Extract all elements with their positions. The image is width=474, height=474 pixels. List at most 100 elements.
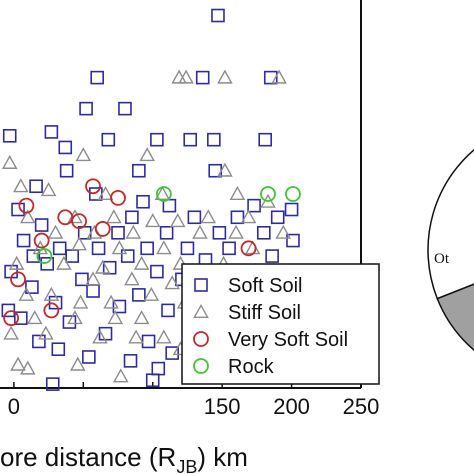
soft-soil-point-64 (62, 315, 77, 329)
stiff-soil-point-60 (92, 329, 108, 344)
soft-soil-point-40 (286, 233, 300, 248)
soft-soil-point-15 (132, 163, 146, 178)
scatter-plot: 0 150 200 250 ore distance (RJB) km (0, 0, 379, 474)
very-soft-soil-point-9 (43, 302, 60, 319)
legend-label-rock: Rock (228, 356, 275, 378)
very-soft-soil-point-2 (18, 197, 35, 214)
soft-soil-point-9 (101, 132, 116, 147)
soft-soil-point-62 (1, 303, 16, 318)
stiff-soil-point-1 (178, 69, 194, 84)
stiff-soil-point-23 (125, 224, 142, 239)
soft-soil-point-2 (195, 70, 210, 85)
soft-soil-point-69 (141, 334, 156, 349)
stiff-soil-point-65 (19, 360, 36, 375)
stiff-soil-point-0 (171, 69, 187, 84)
soft-soil-point-43 (120, 249, 135, 263)
soft-soil-point-25 (187, 210, 202, 225)
pie-slice-label-other: Ot (434, 251, 450, 267)
soft-soil-point-37 (140, 241, 154, 256)
soft-soil-point-7 (44, 125, 59, 139)
very-soft-soil-point-5 (94, 221, 111, 237)
stiff-soil-point-58 (3, 325, 19, 340)
stiff-soil-point-11 (154, 185, 171, 200)
stiff-soil-point-39 (85, 271, 101, 286)
very-soft-soil-point-8 (10, 271, 26, 288)
stiff-soil-point-22 (86, 224, 103, 239)
soft-soil-point-47 (102, 260, 117, 275)
stiff-soil-point-44 (43, 286, 60, 301)
soft-soil-point-13 (258, 132, 272, 147)
soft-soil-point-17 (29, 179, 43, 194)
stiff-soil-point-25 (228, 224, 244, 239)
very-soft-soil-point-1 (110, 189, 126, 206)
soft-soil-point-8 (58, 140, 73, 155)
rock-point-3 (36, 248, 53, 264)
stiff-soil-point-41 (164, 275, 180, 290)
soft-soil-point-45 (265, 249, 279, 263)
stiff-soil-point-19 (200, 209, 217, 224)
stiff-soil-point-10 (97, 185, 114, 200)
soft-soil-point-35 (52, 241, 67, 256)
stiff-soil-point-34 (94, 259, 111, 274)
soft-soil-point-76 (123, 354, 138, 368)
stiff-soil-point-29 (111, 240, 128, 255)
soft-soil-point-32 (212, 226, 227, 240)
very-soft-soil-point-10 (3, 310, 20, 327)
soft-soil-point-51 (75, 272, 89, 287)
soft-soil-point-4 (79, 101, 93, 116)
stiff-soil-point-66 (10, 356, 26, 371)
very-soft-soil-point-0 (85, 178, 101, 195)
very-soft-soil-point-7 (240, 240, 257, 257)
stiff-soil-point-59 (38, 325, 54, 340)
stiff-soil-point-52 (26, 310, 43, 325)
stiff-soil-point-62 (156, 329, 172, 344)
stiff-soil-point-36 (172, 255, 189, 270)
soft-soil-point-22 (284, 202, 299, 217)
stiff-soil-point-6 (1, 154, 18, 169)
legend-label-very-soft-soil: Very Soft Soil (228, 329, 348, 351)
soft-soil-point-11 (183, 132, 198, 147)
soft-soil-point-55 (25, 280, 39, 294)
soft-soil-point-57 (132, 288, 146, 302)
x-tick-label-250: 250 (343, 394, 380, 419)
soft-soil-point-0 (211, 8, 225, 23)
legend-marker-very-soft-soil (193, 331, 209, 347)
soft-soil-point-36 (91, 241, 106, 256)
stiff-soil-point-53 (67, 310, 83, 325)
legend-entries: Soft Soil Stiff Soil Very Soft Soil Rock (193, 275, 348, 378)
legend-label-stiff-soil: Stiff Soil (228, 302, 301, 324)
soft-soil-point-23 (11, 202, 25, 217)
stiff-soil-point-3 (271, 69, 287, 84)
soft-soil-point-30 (111, 226, 125, 240)
stiff-soil-point-35 (133, 255, 150, 270)
soft-soil-point-28 (34, 218, 49, 232)
stiff-soil-point-46 (103, 294, 119, 309)
soft-soil-point-39 (222, 241, 236, 256)
soft-soil-point-21 (247, 198, 261, 213)
soft-soil-point-42 (65, 249, 79, 263)
stiff-soil-point-28 (71, 236, 87, 251)
legend-label-soft-soil: Soft Soil (228, 275, 302, 297)
soft-soil-point-31 (159, 226, 174, 240)
rock-point-0 (155, 186, 172, 202)
stiff-soil-point-43 (18, 286, 35, 301)
stiff-soil-point-33 (56, 255, 72, 270)
legend-box (181, 263, 380, 385)
series-soft-soil (1, 8, 300, 391)
soft-soil-point-10 (150, 132, 164, 147)
soft-soil-point-48 (150, 264, 164, 279)
pie-chart: Ot (427, 148, 474, 352)
soft-soil-point-63 (14, 311, 28, 325)
stiff-soil-point-20 (240, 209, 257, 224)
soft-soil-point-33 (257, 226, 271, 240)
soft-soil-point-38 (180, 241, 195, 256)
stiff-soil-point-16 (106, 209, 122, 224)
stiff-soil-point-47 (143, 286, 160, 301)
stiff-soil-point-26 (275, 224, 292, 239)
pie-slices (427, 148, 474, 352)
stiff-soil-point-5 (139, 147, 155, 162)
x-tick-label-150: 150 (204, 394, 241, 419)
soft-soil-point-5 (118, 101, 132, 116)
legend-marker-rock (193, 358, 209, 374)
